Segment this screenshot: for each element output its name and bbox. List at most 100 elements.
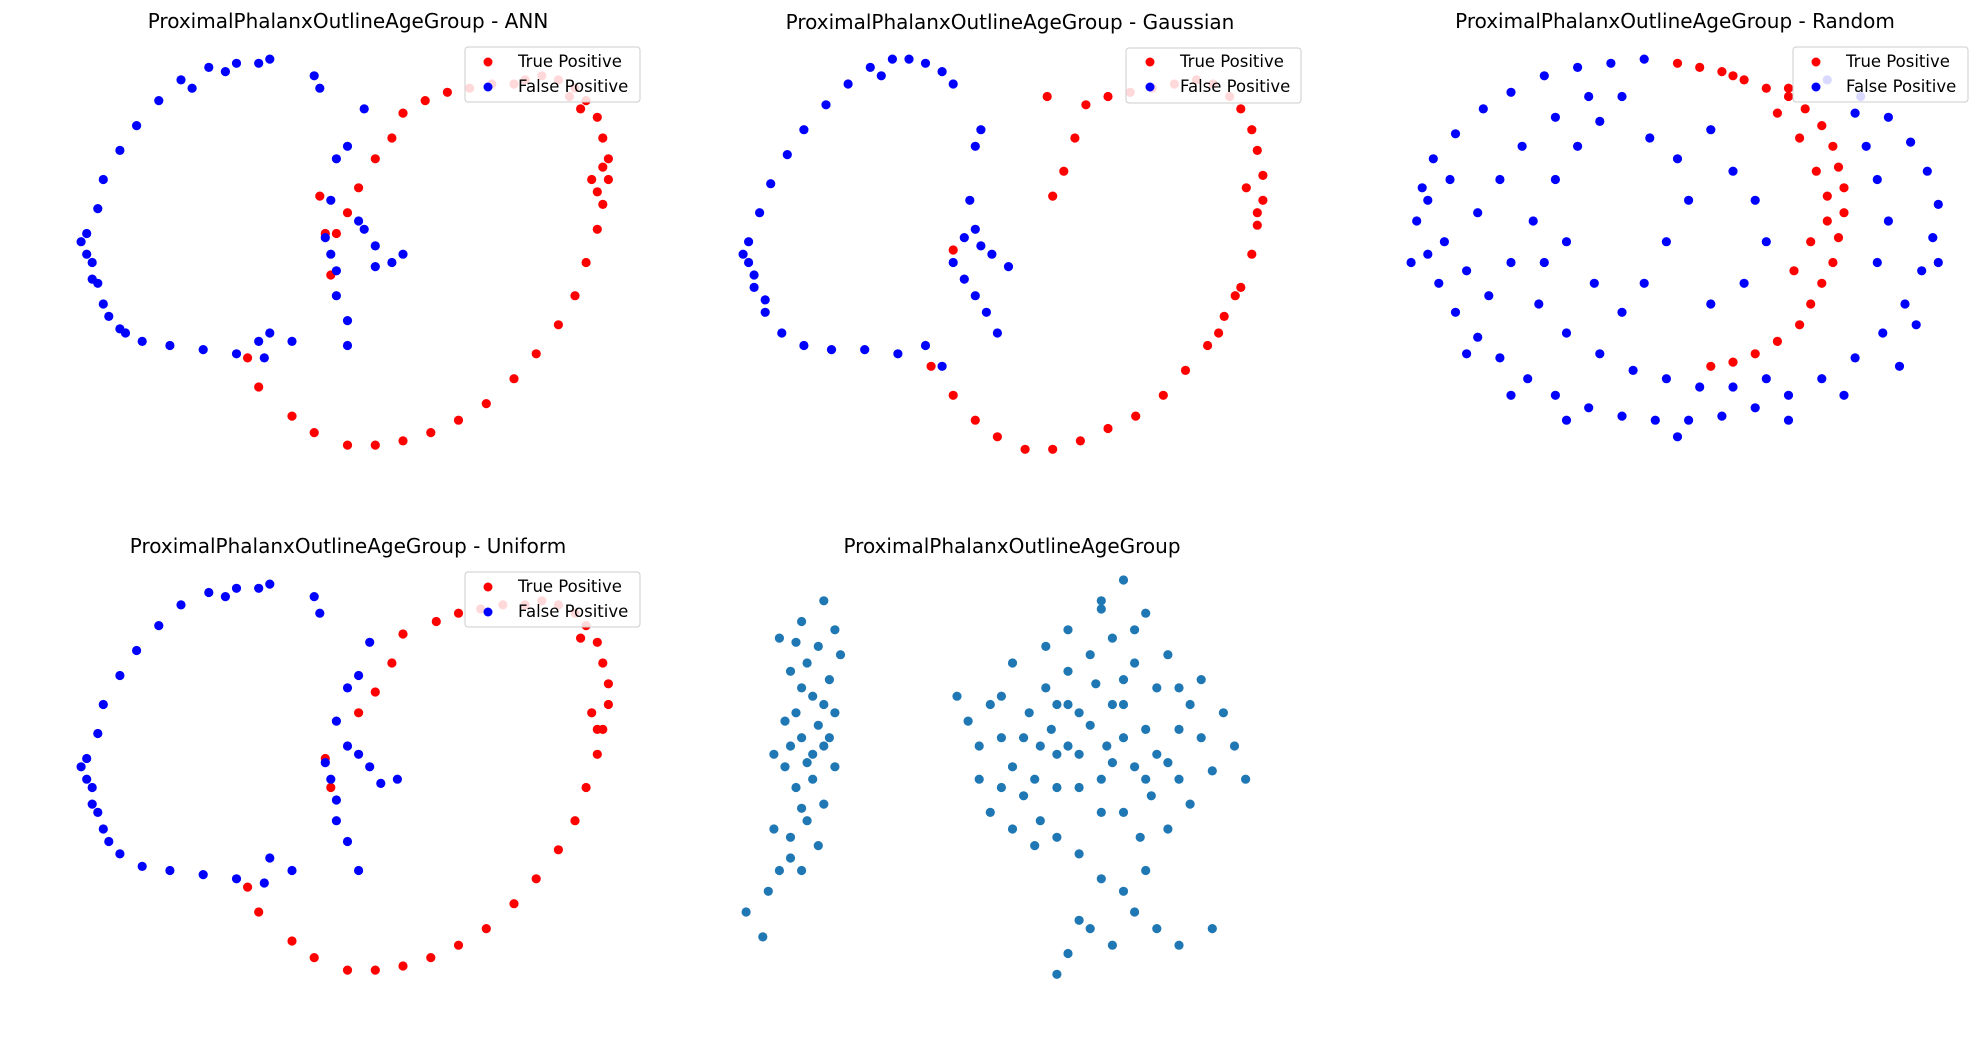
- point-false-positive: [93, 807, 103, 818]
- point-true-positive: [1214, 328, 1224, 338]
- point-true-positive: [576, 104, 586, 114]
- point-true-positive: [598, 133, 608, 143]
- point-series: [1052, 782, 1062, 793]
- legend-marker-true-positive: [483, 57, 493, 67]
- point-series: [1185, 799, 1195, 809]
- point-true-positive: [1717, 67, 1727, 77]
- point-false-positive: [1434, 278, 1444, 288]
- point-true-positive: [592, 749, 602, 759]
- point-series: [1030, 774, 1040, 784]
- point-false-positive: [959, 274, 969, 284]
- point-series: [1063, 699, 1073, 710]
- point-series: [1229, 741, 1240, 751]
- point-false-positive: [1550, 390, 1560, 400]
- point-true-positive: [598, 162, 608, 172]
- point-false-positive: [370, 241, 380, 251]
- point-series: [763, 886, 773, 896]
- point-series: [1152, 749, 1162, 759]
- point-series: [769, 749, 779, 759]
- point-true-positive: [992, 432, 1003, 442]
- point-series: [797, 865, 807, 876]
- point-false-positive: [287, 336, 297, 346]
- point-true-positive: [287, 936, 297, 946]
- point-true-positive: [1806, 237, 1816, 247]
- point-true-positive: [603, 174, 614, 185]
- point-true-positive: [342, 208, 353, 218]
- point-false-positive: [1883, 216, 1893, 226]
- point-true-positive: [326, 782, 336, 793]
- point-false-positive: [231, 874, 242, 884]
- point-false-positive: [1573, 141, 1583, 151]
- point-series: [1096, 596, 1106, 606]
- point-series: [1052, 749, 1062, 759]
- point-false-positive: [342, 836, 353, 847]
- point-series: [1085, 650, 1095, 660]
- point-series: [1091, 679, 1101, 689]
- point-true-positive: [1258, 170, 1268, 180]
- point-false-positive: [265, 54, 275, 64]
- point-series: [1130, 625, 1140, 635]
- point-false-positive: [220, 67, 230, 77]
- point-true-positive: [370, 440, 380, 450]
- point-false-positive: [137, 336, 147, 346]
- point-false-positive: [82, 753, 92, 764]
- point-series: [808, 774, 818, 784]
- legend-marker-false-positive: [1811, 82, 1821, 92]
- point-false-positive: [1561, 415, 1572, 425]
- point-true-positive: [1219, 311, 1229, 321]
- point-false-positive: [1550, 174, 1560, 185]
- point-false-positive: [1878, 328, 1888, 338]
- point-false-positive: [760, 307, 770, 317]
- point-series: [1107, 758, 1117, 768]
- point-true-positive: [1828, 141, 1838, 151]
- point-series: [1174, 940, 1184, 950]
- point-true-positive: [531, 874, 541, 884]
- point-true-positive: [570, 291, 580, 301]
- point-false-positive: [799, 340, 809, 351]
- point-series: [835, 650, 846, 660]
- point-true-positive: [1811, 166, 1821, 176]
- point-true-positive: [1230, 291, 1240, 301]
- point-false-positive: [738, 249, 748, 259]
- plot-area: [1406, 54, 1943, 442]
- point-series: [813, 841, 823, 851]
- point-false-positive: [976, 241, 986, 251]
- point-series: [797, 683, 807, 693]
- point-false-positive: [1561, 237, 1572, 247]
- point-false-positive: [98, 824, 108, 834]
- point-false-positive: [231, 58, 242, 68]
- point-false-positive: [1911, 320, 1921, 330]
- point-false-positive: [76, 237, 86, 247]
- point-false-positive: [1584, 91, 1594, 102]
- point-true-positive: [598, 199, 608, 209]
- point-false-positive: [970, 141, 980, 151]
- point-true-positive: [598, 658, 608, 668]
- point-false-positive: [937, 67, 947, 77]
- point-false-positive: [326, 774, 336, 784]
- point-series: [769, 824, 779, 834]
- legend-marker-true-positive: [483, 582, 493, 592]
- panel-title: ProximalPhalanxOutlineAgeGroup - Random: [1455, 9, 1895, 33]
- point-series: [1141, 724, 1151, 735]
- point-true-positive: [1772, 108, 1782, 118]
- point-false-positive: [965, 195, 975, 205]
- point-series: [1196, 733, 1206, 743]
- point-false-positive: [320, 758, 330, 768]
- point-true-positive: [1042, 91, 1052, 102]
- point-false-positive: [1639, 278, 1649, 288]
- point-false-positive: [265, 853, 275, 863]
- point-false-positive: [970, 291, 980, 301]
- legend: True Positive False Positive: [1125, 47, 1302, 104]
- point-false-positive: [948, 79, 958, 89]
- point-series: [758, 932, 768, 942]
- point-series: [830, 762, 840, 772]
- point-false-positive: [76, 762, 86, 772]
- legend-label-true-positive: True Positive: [517, 577, 622, 596]
- point-series: [1118, 675, 1129, 685]
- point-false-positive: [287, 865, 297, 876]
- point-series: [1118, 699, 1129, 710]
- point-series: [1241, 774, 1251, 784]
- point-false-positive: [1894, 361, 1905, 371]
- point-series: [1074, 782, 1084, 793]
